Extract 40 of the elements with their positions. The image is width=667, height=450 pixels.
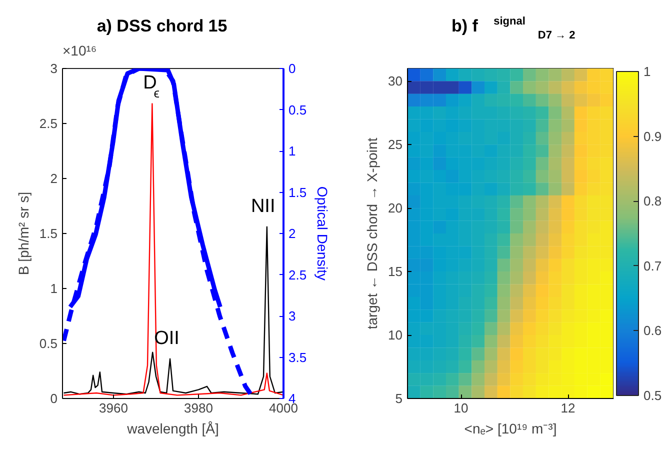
- color-bar-label: 1: [644, 64, 651, 79]
- y2-tick-label: 0: [288, 61, 296, 76]
- y2-tick-label: 0.5: [288, 102, 307, 118]
- y-tick-label: 0: [50, 391, 58, 406]
- y-tick-label: 5: [395, 391, 403, 406]
- x-axis-title: wavelength [Å]: [126, 420, 219, 436]
- color-bar-label: 0.8: [644, 194, 662, 209]
- y2-tick-label: 2.5: [288, 267, 307, 282]
- x-tick-label: 12: [560, 400, 576, 416]
- y-tick-label: 0.5: [39, 336, 58, 351]
- x-tick-label: 10: [454, 400, 468, 416]
- annotation: NII: [250, 196, 276, 217]
- y2-tick-label: 1: [288, 144, 296, 158]
- y2-tick-label: 3: [288, 308, 296, 324]
- y-axis-title: target ← DSS chord → X-point: [364, 138, 380, 330]
- chart-title: a) DSS chord 15: [96, 16, 228, 36]
- x-axis-title: <nₑ> [10¹⁹ m⁻³]: [464, 420, 557, 436]
- text: ×10¹⁶: [62, 42, 97, 58]
- y-tick-label: 1.5: [39, 226, 58, 241]
- y-tick-label: 10: [388, 328, 403, 343]
- color-bar-label: 0.7: [644, 258, 662, 274]
- y2-tick-label: 1.5: [288, 184, 307, 200]
- x-tick-label: 3960: [99, 400, 128, 416]
- color-bar-label: 0.6: [644, 323, 662, 338]
- y2-tick-label: 3.5: [288, 350, 307, 365]
- color-bar-label: 0.9: [644, 128, 662, 144]
- y2-axis-title: Optical Density: [314, 186, 331, 281]
- y2-tick-label: 2: [288, 226, 296, 241]
- y-tick-label: 2: [50, 171, 58, 186]
- y-tick-label: 15: [388, 264, 403, 280]
- line-series: [63, 103, 284, 396]
- y-tick-label: 3: [50, 61, 58, 76]
- y-tick-label: 2.5: [39, 116, 58, 131]
- y-tick-label: 25: [388, 137, 403, 152]
- y-tick-label: 1: [50, 281, 58, 296]
- y-tick-label: 30: [388, 74, 403, 89]
- y-axis-title: B [ph/m² sr s]: [15, 192, 32, 276]
- x-tick-label: 3980: [184, 400, 213, 416]
- color-bar-label: 0.5: [644, 388, 662, 403]
- y-tick-label: 20: [388, 200, 403, 216]
